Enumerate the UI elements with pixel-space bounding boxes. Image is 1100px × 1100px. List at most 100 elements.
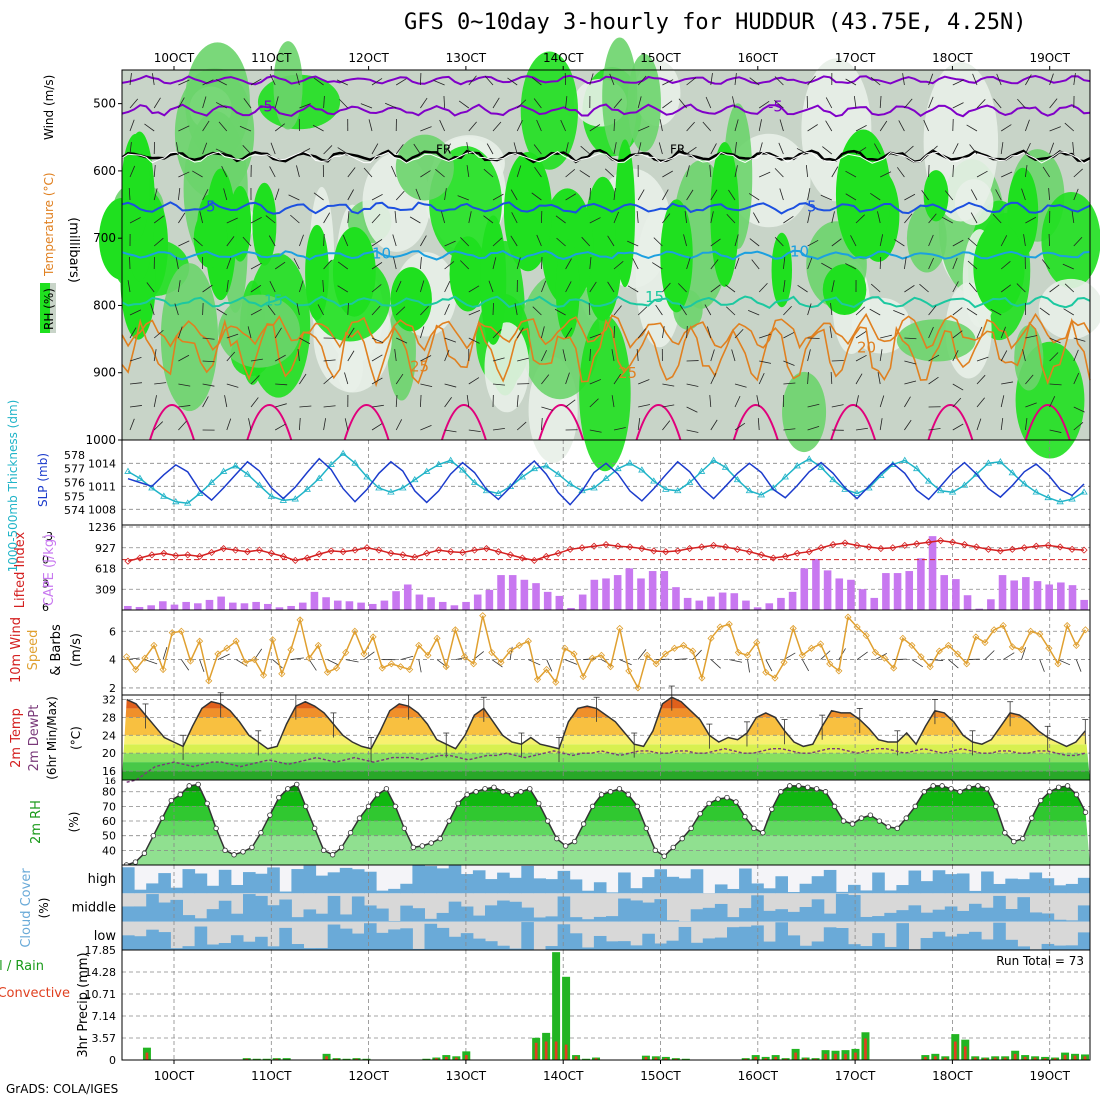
cloud-bar <box>811 876 825 894</box>
cloud-bar <box>799 907 813 922</box>
cloud-bar <box>884 912 897 922</box>
wind-barb <box>969 144 978 155</box>
data-point <box>207 478 216 485</box>
data-point <box>984 545 992 553</box>
cloud-bar <box>472 915 486 922</box>
wind-barb <box>923 119 929 132</box>
wind-barb <box>1075 659 1082 672</box>
convective-bar <box>1013 1053 1017 1060</box>
y-tick-label: 1014 <box>88 457 116 470</box>
cloud-bar <box>702 938 716 950</box>
cloud-bar <box>714 884 728 894</box>
convective-bar <box>674 1058 678 1060</box>
data-point <box>877 544 885 553</box>
wind-barb <box>270 142 276 155</box>
data-point <box>724 794 730 801</box>
y-tick-label: 70 <box>102 800 116 813</box>
data-point <box>141 850 148 856</box>
temp-band <box>122 771 1090 780</box>
wind-barb <box>613 325 616 339</box>
y-tick-label: 578 <box>64 449 85 462</box>
cloud-bar <box>835 891 849 894</box>
wind-barb <box>627 285 639 293</box>
cloud-bar <box>581 890 595 894</box>
data-point <box>588 654 596 662</box>
wind-barb <box>1049 284 1060 293</box>
wind-barb <box>250 284 262 293</box>
cloud-bar <box>485 941 498 950</box>
wind-barb <box>976 397 985 408</box>
cloud-bar <box>618 872 631 894</box>
wind-barb <box>127 280 131 293</box>
cape-bar <box>648 571 657 610</box>
wind-barb <box>533 98 542 109</box>
y-tick-label: 900 <box>93 366 116 380</box>
wind-barb <box>323 96 325 109</box>
wind-barb <box>880 171 892 178</box>
wind-barb <box>855 427 868 431</box>
wind-barb <box>1025 402 1037 408</box>
wind-barb <box>395 419 403 431</box>
data-point <box>949 538 957 546</box>
wind-barb <box>613 118 616 132</box>
x-tick-label: 18OCT <box>932 1069 973 1083</box>
cloud-bar <box>170 887 183 894</box>
data-point <box>840 818 847 824</box>
data-point <box>960 481 969 488</box>
y-tick-label: 574 <box>64 504 85 517</box>
cloud-bar <box>727 917 740 922</box>
cloud-bar <box>255 936 268 950</box>
cape-bar <box>438 601 447 610</box>
x-tick-label: 16OCT <box>738 1069 779 1083</box>
rh-region <box>771 232 793 308</box>
cloud-bar <box>727 888 740 894</box>
data-point <box>957 789 963 795</box>
convective-bar <box>834 1053 837 1060</box>
data-point <box>948 786 954 792</box>
cloud-bar <box>194 918 208 922</box>
wind-barb <box>638 404 651 408</box>
data-point <box>626 459 634 466</box>
cape-bar <box>543 591 552 610</box>
cloud-bar <box>920 938 934 950</box>
y-axis-label: (millibars) <box>66 217 81 283</box>
temperature-contour <box>538 404 585 441</box>
y-axis-label: 2m Temp <box>9 708 24 768</box>
data-point <box>460 653 469 661</box>
data-point <box>363 473 371 480</box>
cape-bar <box>613 575 622 610</box>
wind-barb <box>226 280 229 293</box>
wind-barb <box>250 217 262 224</box>
cape-bar <box>205 599 214 610</box>
data-point <box>867 812 874 818</box>
y-axis-label: Cloud Cover <box>19 868 34 948</box>
data-point <box>817 640 825 648</box>
data-point <box>944 641 953 649</box>
convective-bar <box>754 1056 758 1060</box>
x-tick-label: 15OCT <box>640 1069 681 1083</box>
wind-barb <box>734 422 746 431</box>
wind-barb <box>371 143 379 155</box>
cape-bar <box>182 601 190 610</box>
cloud-bar <box>521 907 534 922</box>
wind-barb <box>928 96 934 109</box>
y-tick-label: 3.57 <box>92 1032 117 1045</box>
wind-barb <box>129 405 142 408</box>
temperature-contour <box>121 312 1091 352</box>
cape-bar <box>672 587 680 610</box>
wind-barb <box>336 79 348 86</box>
cloud-bar <box>424 923 438 950</box>
wind-barb <box>516 165 522 178</box>
cloud-bar <box>823 913 837 922</box>
wind-barb <box>420 280 425 293</box>
cloud-bar <box>376 932 389 950</box>
data-point <box>963 660 971 668</box>
wind-barb <box>178 97 185 109</box>
data-point <box>935 647 943 655</box>
convective-bar <box>774 1056 777 1060</box>
wind-barb <box>952 239 964 247</box>
data-point <box>643 651 651 659</box>
wind-barb <box>879 349 883 362</box>
contour-label: 20 <box>857 339 876 357</box>
temp-band <box>122 762 1090 772</box>
